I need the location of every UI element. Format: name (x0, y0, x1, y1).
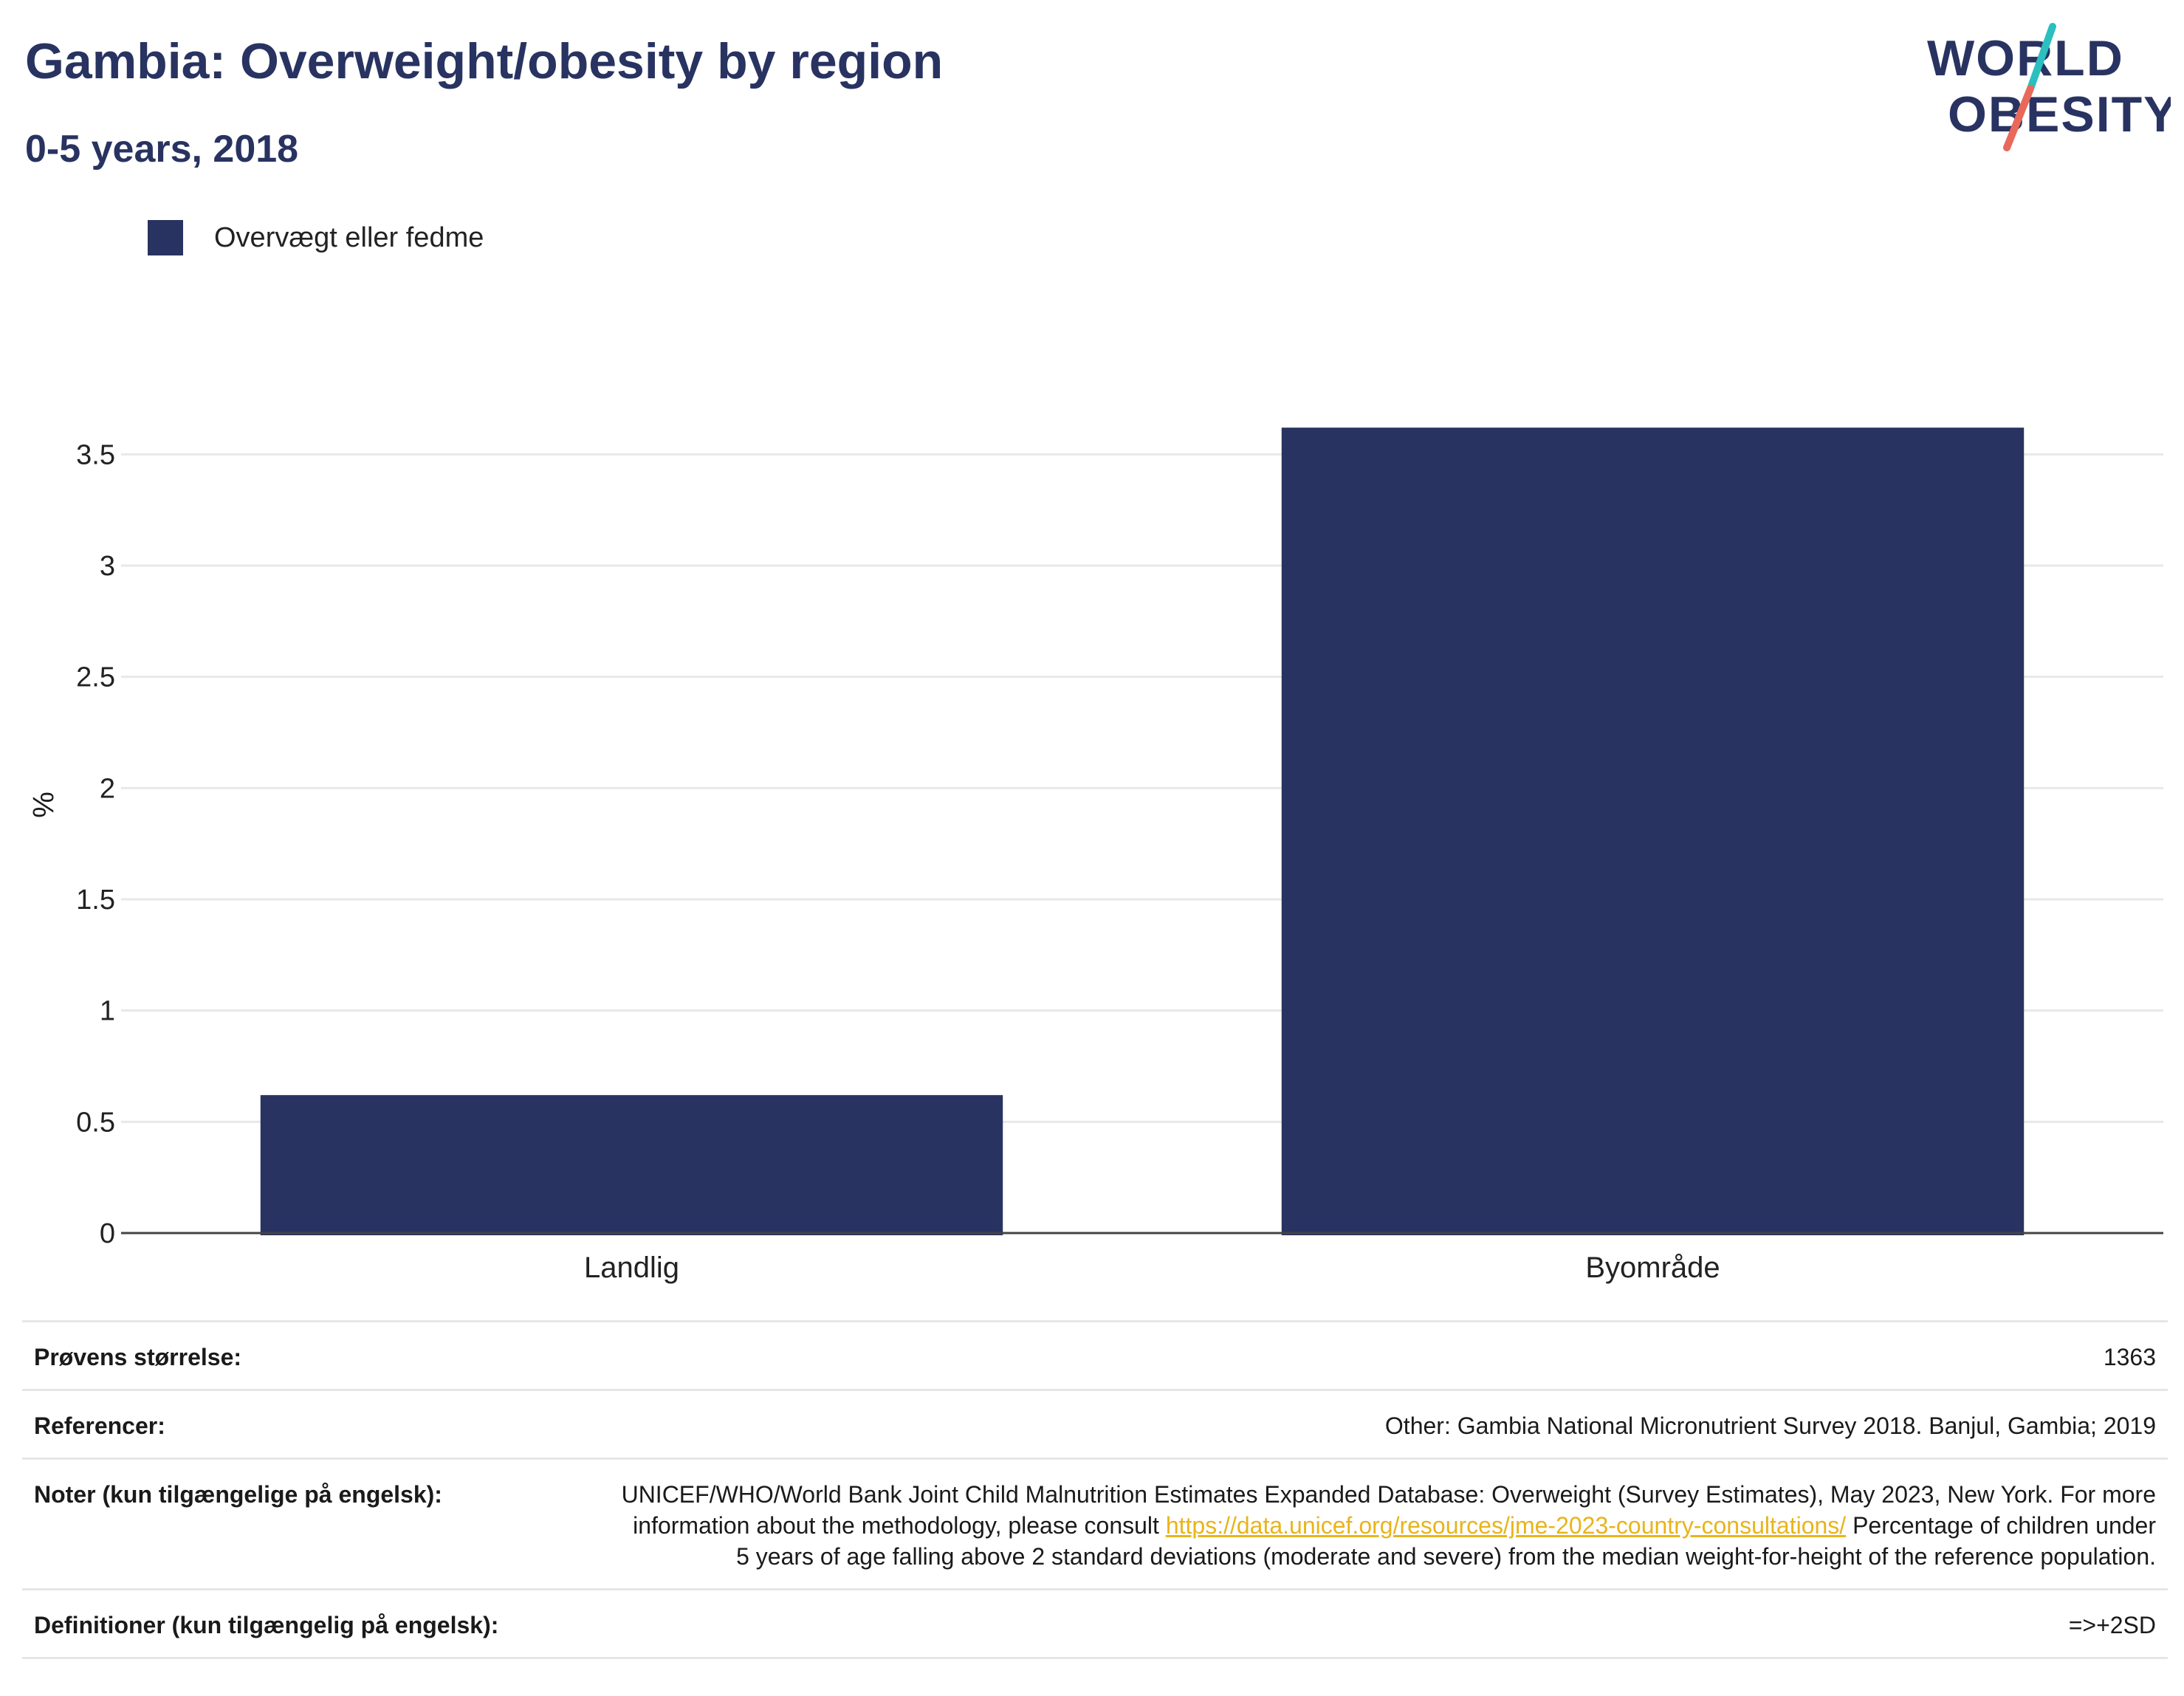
axes: 0 0.5 1 1.5 2 2.5 3 3.5 Landlig Byområde (76, 439, 2163, 1284)
notes-text-before: UNICEF/WHO/World Bank Joint Child Malnut… (621, 1481, 2156, 1539)
y-tick-label: 0 (100, 1218, 115, 1249)
y-tick-label: 3.5 (76, 439, 115, 470)
info-row-notes: Noter (kun tilgængelige på engelsk): UNI… (22, 1458, 2168, 1590)
definitions-label: Definitioner (kun tilgængelig på engelsk… (34, 1612, 499, 1638)
chart-subtitle: 0-5 years, 2018 (25, 128, 299, 171)
info-row-references: Referencer: Other: Gambia National Micro… (22, 1390, 2168, 1459)
y-axis-label: % (27, 792, 61, 818)
bars (260, 428, 2025, 1235)
bar-chart: 0 0.5 1 1.5 2 2.5 3 3.5 Landlig Byområde (76, 428, 2163, 1284)
legend-swatch (148, 220, 183, 255)
references-value: Other: Gambia National Micronutrient Sur… (1384, 1412, 2156, 1439)
y-tick-label: 1 (100, 996, 115, 1027)
world-obesity-logo: WORLD OBESITY (1927, 23, 2171, 151)
bar-byomrade (1281, 428, 2025, 1235)
y-tick-label: 3 (100, 551, 115, 582)
notes-value: UNICEF/WHO/World Bank Joint Child Malnut… (607, 1459, 2168, 1590)
y-tick-label: 2.5 (76, 662, 115, 693)
logo-line-2: OBESITY (1948, 86, 2171, 143)
logo-slash-top (2027, 23, 2056, 92)
info-table: Prøvens størrelse: 1363 Referencer: Othe… (22, 1320, 2168, 1659)
bar-landlig (260, 1095, 1003, 1235)
y-tick-label: 0.5 (76, 1107, 115, 1138)
x-tick-label: Byområde (1585, 1252, 1720, 1284)
notes-link[interactable]: https://data.unicef.org/resources/jme-20… (1165, 1512, 1847, 1539)
notes-text-after: Percentage of children under 5 years of … (736, 1512, 2156, 1570)
chart-title: Gambia: Overweight/obesity by region (25, 33, 944, 89)
info-row-definitions: Definitioner (kun tilgængelig på engelsk… (22, 1589, 2168, 1658)
logo-line-1: WORLD (1927, 30, 2124, 86)
notes-label: Noter (kun tilgængelige på engelsk): (34, 1481, 442, 1508)
x-tick-label: Landlig (584, 1252, 679, 1284)
sample-size-label: Prøvens størrelse: (34, 1344, 242, 1370)
sample-size-value: 1363 (2103, 1344, 2156, 1370)
info-row-sample-size: Prøvens størrelse: 1363 (22, 1321, 2168, 1390)
legend: Overvægt eller fedme (148, 220, 484, 255)
y-tick-label: 1.5 (76, 885, 115, 916)
legend-label: Overvægt eller fedme (214, 222, 484, 253)
references-label: Referencer: (34, 1412, 165, 1439)
definitions-value: =>+2SD (2068, 1612, 2156, 1638)
logo-slash-bottom (2003, 85, 2034, 151)
y-tick-label: 2 (100, 773, 115, 804)
